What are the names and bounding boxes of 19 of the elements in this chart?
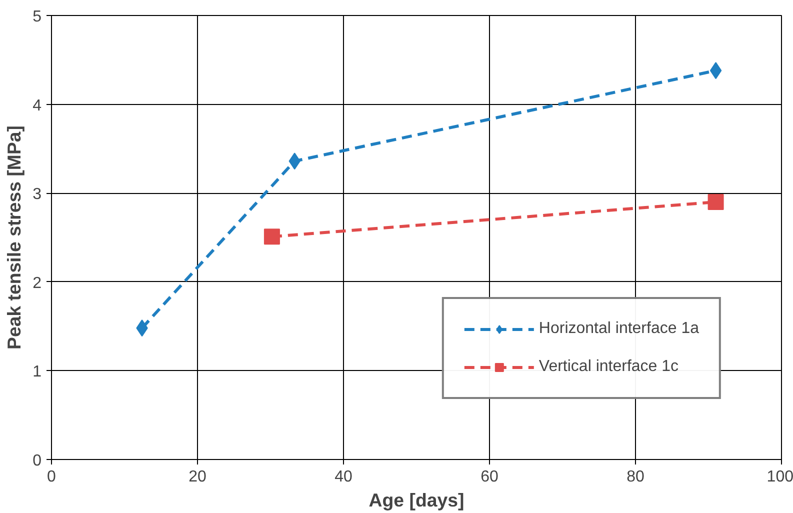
x-tick-label: 0: [47, 468, 56, 486]
legend-label: Vertical interface 1c: [538, 358, 679, 376]
y-tick-label: 5: [32, 8, 42, 26]
y-tick-label: 2: [32, 274, 42, 292]
x-axis-title: Age [days]: [368, 490, 464, 510]
x-tick-label: 40: [334, 468, 352, 486]
legend-label: Horizontal interface 1a: [538, 320, 699, 338]
y-tick-label: 3: [32, 186, 42, 204]
point: [264, 228, 280, 245]
y-axis-title: Peak tensile stress [MPa]: [4, 126, 25, 350]
point: [710, 62, 722, 80]
x-tick-label: 60: [480, 468, 498, 486]
y-tick-label: 1: [32, 364, 42, 381]
x-tick-label: 100: [766, 468, 793, 486]
point: [708, 194, 724, 210]
x-tick-label: 80: [626, 468, 644, 486]
x-tick-label: 20: [188, 468, 206, 486]
y-tick-label: 0: [32, 452, 42, 470]
y-tick-label: 4: [32, 97, 42, 114]
